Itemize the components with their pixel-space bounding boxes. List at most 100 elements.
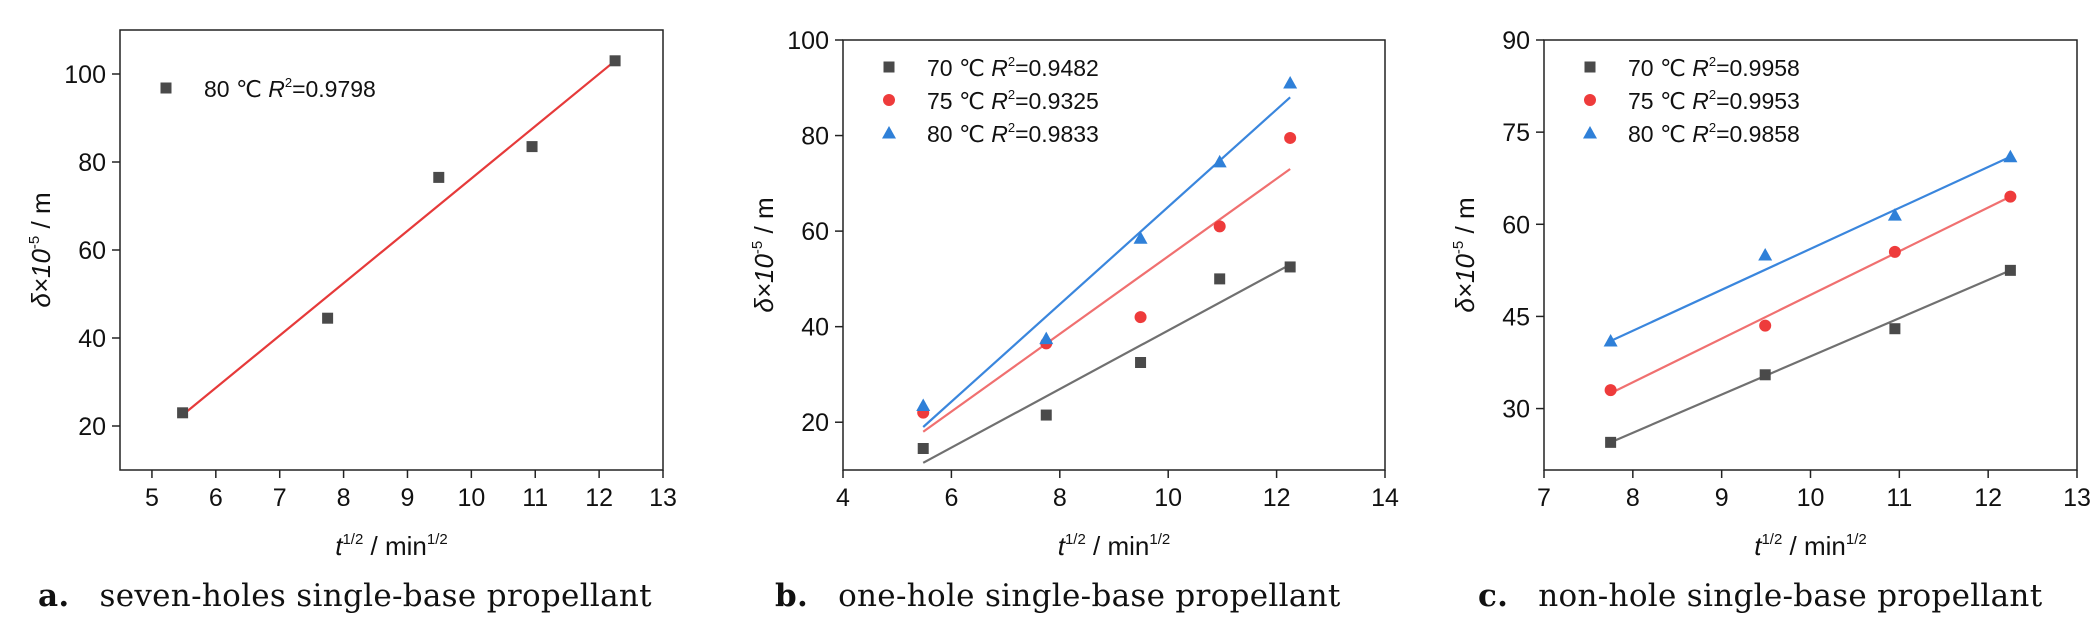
plot-frame	[1543, 39, 2078, 471]
y-axis-label-unit: / m	[26, 192, 56, 235]
plot-frame	[119, 29, 664, 471]
x-axis-label-unit: / min	[1086, 531, 1150, 561]
legend-r2-sup: 2	[285, 75, 292, 90]
data-point	[2004, 190, 2017, 203]
data-point	[1888, 245, 1901, 258]
y-axis-label: δ×10-5 / m	[1450, 197, 1480, 312]
caption-c-label: c.	[1478, 578, 1509, 614]
legend-marker	[160, 82, 172, 94]
data-point	[1039, 331, 1054, 345]
legend-r2-label: R	[991, 88, 1008, 114]
y-tick-label: 100	[64, 61, 106, 89]
x-tick-label: 12	[585, 484, 613, 512]
x-axis-label-sup: 1/2	[342, 531, 363, 548]
legend-series-name: 70 ℃	[927, 55, 991, 81]
data-point	[1133, 231, 1148, 244]
x-axis-label-unit: / min	[363, 531, 427, 561]
legend-entry: 80 ℃ R2=0.9798	[204, 75, 376, 102]
legend-series-name: 80 ℃	[1628, 121, 1692, 147]
data-point	[1134, 311, 1147, 324]
data-point	[1214, 273, 1226, 285]
y-tick-label: 100	[787, 27, 829, 55]
x-tick-label: 9	[1715, 484, 1729, 512]
x-axis-label-var: t	[335, 531, 344, 561]
legend-entry: 75 ℃ R2=0.9325	[927, 87, 1099, 114]
legend-series-name: 75 ℃	[1628, 88, 1692, 114]
caption-a-label: a.	[38, 578, 70, 614]
legend-r2-value: =0.9953	[1716, 88, 1800, 114]
data-point	[916, 398, 931, 411]
x-tick-label: 7	[1537, 484, 1551, 512]
y-tick-label: 60	[78, 237, 106, 265]
data-point	[1040, 409, 1052, 421]
legend-r2-value: =0.9833	[1015, 121, 1099, 147]
y-tick-label: 60	[801, 218, 829, 246]
data-point	[1604, 384, 1617, 397]
data-point	[2003, 149, 2018, 163]
x-tick-label: 12	[1974, 484, 2002, 512]
fit-line-1	[1610, 195, 2011, 395]
legend-r2-value: =0.9482	[1015, 55, 1099, 81]
y-axis-label-sup: -5	[749, 241, 766, 254]
data-point	[1759, 319, 1772, 332]
fit-line-0	[181, 59, 616, 416]
legend-marker	[883, 61, 895, 73]
data-point	[609, 55, 621, 67]
x-axis-label-sup: 1/2	[1065, 531, 1086, 548]
data-point	[177, 407, 189, 419]
legend-marker	[882, 126, 896, 139]
x-tick-label: 12	[1263, 484, 1291, 512]
x-axis-label-sup2: 1/2	[427, 531, 448, 548]
y-axis-label-var: δ×10	[1450, 254, 1480, 313]
data-point	[433, 171, 445, 183]
data-point	[1758, 248, 1773, 261]
legend-r2-sup: 2	[1008, 54, 1015, 69]
legend-r2-sup: 2	[1709, 54, 1716, 69]
caption-b-text: one-hole single-base propellant	[838, 578, 1341, 614]
data-point	[1213, 220, 1226, 233]
legend-entry: 80 ℃ R2=0.9833	[927, 120, 1099, 147]
legend-r2-sup: 2	[1008, 120, 1015, 135]
y-tick-label: 80	[78, 149, 106, 177]
caption-c: c. non-hole single-base propellant	[1478, 578, 2042, 618]
y-tick-label: 40	[78, 325, 106, 353]
legend-r2-sup: 2	[1709, 120, 1716, 135]
y-tick-label: 80	[801, 123, 829, 151]
x-axis-label-sup2: 1/2	[1149, 531, 1170, 548]
legend-r2-sup: 2	[1709, 87, 1716, 102]
data-point	[1605, 436, 1617, 448]
x-axis-label-var: t	[1058, 531, 1067, 561]
data-point	[526, 141, 538, 153]
caption-b: b. one-hole single-base propellant	[775, 578, 1341, 618]
legend-series-name: 70 ℃	[1628, 55, 1692, 81]
x-tick-label: 14	[1371, 484, 1399, 512]
x-axis-label-sup2: 1/2	[1846, 531, 1867, 548]
x-axis-label-unit: / min	[1782, 531, 1846, 561]
data-point	[1135, 357, 1147, 368]
x-tick-label: 10	[1154, 484, 1182, 512]
legend-r2-label: R	[1692, 121, 1709, 147]
legend-r2-value: =0.9798	[292, 76, 376, 102]
caption-a-text: seven-holes single-base propellant	[99, 578, 652, 614]
x-axis-label-sup: 1/2	[1761, 531, 1782, 548]
legend-marker	[1583, 126, 1597, 139]
data-point	[1889, 323, 1901, 335]
x-tick-label: 6	[944, 484, 958, 512]
plot-frame	[842, 39, 1386, 471]
fit-line-0	[922, 263, 1291, 464]
x-axis-label: t1/2 / min1/2	[1058, 531, 1171, 561]
legend-entry: 70 ℃ R2=0.9482	[927, 54, 1099, 81]
fit-line-2	[1610, 155, 2011, 342]
x-tick-label: 13	[2063, 484, 2091, 512]
x-tick-label: 11	[522, 484, 548, 512]
y-axis-label-var: δ×10	[26, 249, 56, 308]
x-tick-label: 10	[457, 484, 485, 512]
data-point	[1284, 131, 1297, 144]
x-tick-label: 8	[1626, 484, 1640, 512]
y-axis-label-var: δ×10	[749, 254, 779, 313]
y-tick-label: 20	[78, 413, 106, 441]
y-tick-label: 60	[1502, 211, 1530, 239]
legend-marker	[883, 94, 895, 106]
